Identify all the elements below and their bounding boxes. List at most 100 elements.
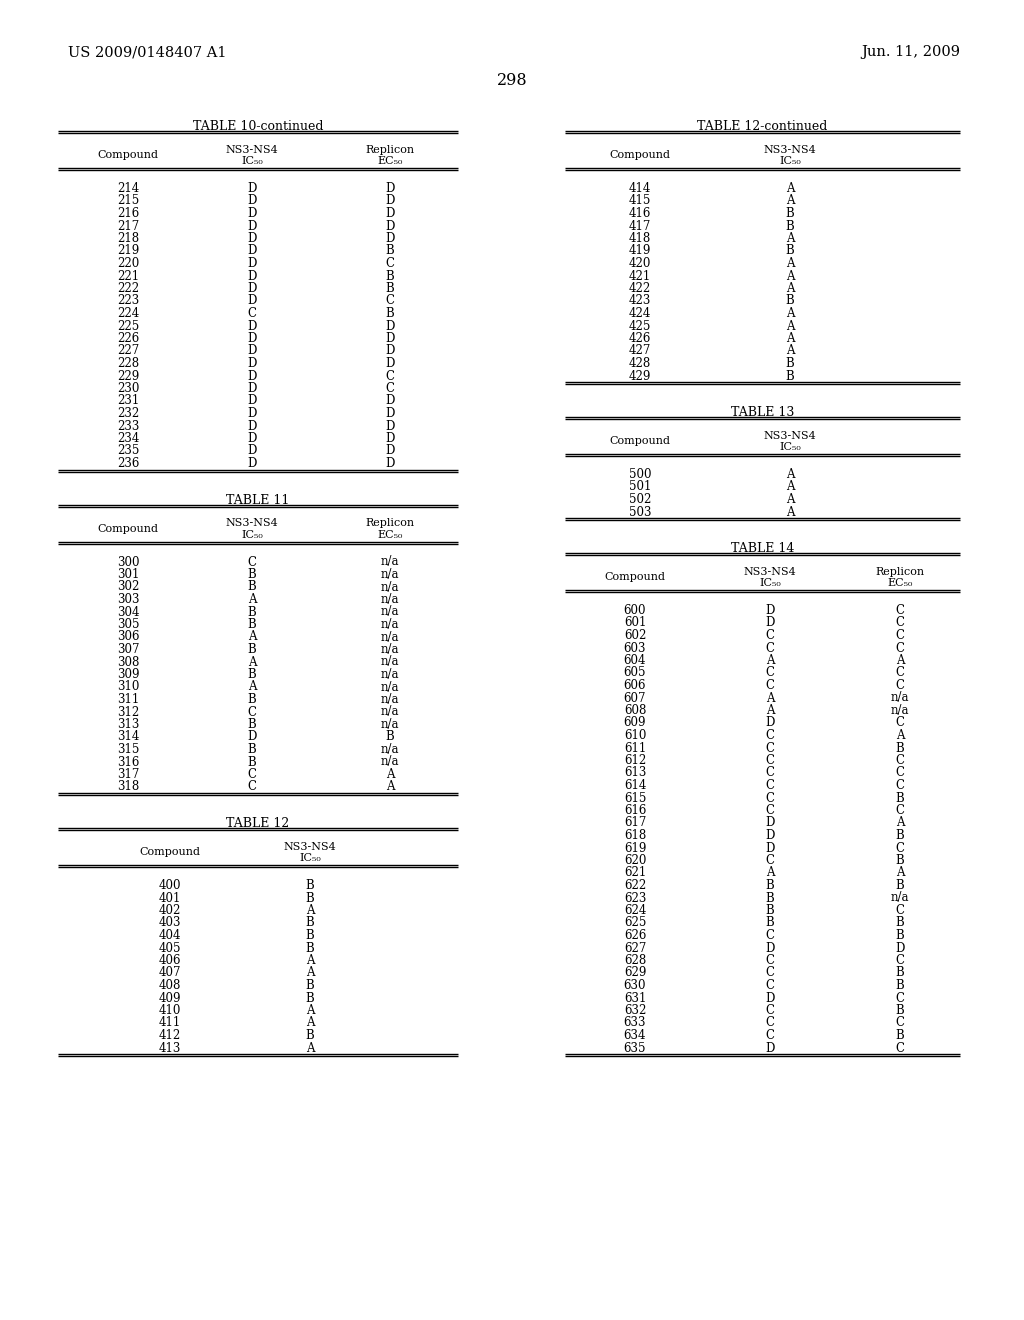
- Text: 308: 308: [117, 656, 139, 668]
- Text: A: A: [766, 704, 774, 717]
- Text: A: A: [785, 319, 795, 333]
- Text: 619: 619: [624, 842, 646, 854]
- Text: 314: 314: [117, 730, 139, 743]
- Text: 307: 307: [117, 643, 139, 656]
- Text: D: D: [248, 356, 257, 370]
- Text: 302: 302: [117, 581, 139, 594]
- Text: C: C: [385, 294, 394, 308]
- Text: 418: 418: [629, 232, 651, 246]
- Text: IC₅₀: IC₅₀: [779, 156, 801, 166]
- Text: D: D: [248, 395, 257, 408]
- Text: D: D: [385, 445, 394, 458]
- Text: A: A: [306, 954, 314, 968]
- Text: A: A: [248, 593, 256, 606]
- Text: 421: 421: [629, 269, 651, 282]
- Text: 400: 400: [159, 879, 181, 892]
- Text: D: D: [385, 232, 394, 246]
- Text: D: D: [248, 730, 257, 743]
- Text: A: A: [785, 194, 795, 207]
- Text: C: C: [766, 954, 774, 968]
- Text: D: D: [248, 269, 257, 282]
- Text: Replicon: Replicon: [366, 145, 415, 154]
- Text: 228: 228: [117, 356, 139, 370]
- Text: C: C: [896, 616, 904, 630]
- Text: 609: 609: [624, 717, 646, 730]
- Text: 222: 222: [117, 282, 139, 294]
- Text: 633: 633: [624, 1016, 646, 1030]
- Text: B: B: [305, 941, 314, 954]
- Text: A: A: [766, 692, 774, 705]
- Text: 301: 301: [117, 568, 139, 581]
- Text: D: D: [385, 432, 394, 445]
- Text: 406: 406: [159, 954, 181, 968]
- Text: 229: 229: [117, 370, 139, 383]
- Text: D: D: [248, 407, 257, 420]
- Text: A: A: [785, 469, 795, 480]
- Text: n/a: n/a: [381, 755, 399, 768]
- Text: 618: 618: [624, 829, 646, 842]
- Text: A: A: [785, 345, 795, 358]
- Text: B: B: [248, 755, 256, 768]
- Text: 232: 232: [117, 407, 139, 420]
- Text: D: D: [765, 991, 775, 1005]
- Text: NS3-NS4: NS3-NS4: [225, 519, 279, 528]
- Text: B: B: [766, 916, 774, 929]
- Text: D: D: [385, 182, 394, 195]
- Text: 404: 404: [159, 929, 181, 942]
- Text: B: B: [305, 879, 314, 892]
- Text: TABLE 10-continued: TABLE 10-continued: [193, 120, 324, 133]
- Text: D: D: [385, 420, 394, 433]
- Text: 318: 318: [117, 780, 139, 793]
- Text: n/a: n/a: [381, 668, 399, 681]
- Text: 410: 410: [159, 1005, 181, 1016]
- Text: 298: 298: [497, 73, 527, 88]
- Text: D: D: [385, 407, 394, 420]
- Text: D: D: [385, 356, 394, 370]
- Text: 424: 424: [629, 308, 651, 319]
- Text: 622: 622: [624, 879, 646, 892]
- Text: Replicon: Replicon: [366, 519, 415, 528]
- Text: B: B: [386, 308, 394, 319]
- Text: B: B: [305, 891, 314, 904]
- Text: 500: 500: [629, 469, 651, 480]
- Text: C: C: [766, 729, 774, 742]
- Text: TABLE 12-continued: TABLE 12-continued: [697, 120, 827, 133]
- Text: B: B: [896, 879, 904, 892]
- Text: A: A: [306, 1005, 314, 1016]
- Text: A: A: [248, 631, 256, 644]
- Text: D: D: [765, 817, 775, 829]
- Text: n/a: n/a: [381, 693, 399, 706]
- Text: D: D: [248, 194, 257, 207]
- Text: C: C: [766, 1016, 774, 1030]
- Text: 414: 414: [629, 182, 651, 195]
- Text: TABLE 12: TABLE 12: [226, 817, 290, 830]
- Text: 602: 602: [624, 630, 646, 642]
- Text: 311: 311: [117, 693, 139, 706]
- Text: B: B: [305, 1030, 314, 1041]
- Text: 617: 617: [624, 817, 646, 829]
- Text: A: A: [306, 904, 314, 917]
- Text: US 2009/0148407 A1: US 2009/0148407 A1: [68, 45, 226, 59]
- Text: A: A: [306, 966, 314, 979]
- Text: n/a: n/a: [381, 681, 399, 693]
- Text: B: B: [896, 1005, 904, 1016]
- Text: n/a: n/a: [891, 692, 909, 705]
- Text: C: C: [766, 854, 774, 867]
- Text: 216: 216: [117, 207, 139, 220]
- Text: B: B: [386, 282, 394, 294]
- Text: C: C: [896, 954, 904, 968]
- Text: A: A: [785, 232, 795, 246]
- Text: B: B: [785, 219, 795, 232]
- Text: 313: 313: [117, 718, 139, 731]
- Text: TABLE 13: TABLE 13: [731, 407, 795, 418]
- Text: B: B: [766, 904, 774, 917]
- Text: n/a: n/a: [381, 581, 399, 594]
- Text: 625: 625: [624, 916, 646, 929]
- Text: D: D: [765, 829, 775, 842]
- Text: A: A: [248, 681, 256, 693]
- Text: 316: 316: [117, 755, 139, 768]
- Text: C: C: [248, 780, 256, 793]
- Text: IC₅₀: IC₅₀: [299, 853, 321, 863]
- Text: D: D: [248, 232, 257, 246]
- Text: D: D: [248, 294, 257, 308]
